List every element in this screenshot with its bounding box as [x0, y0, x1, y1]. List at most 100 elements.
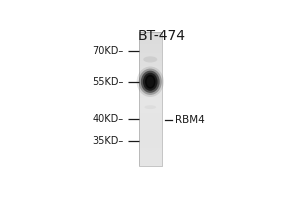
Bar [139, 109, 162, 110]
Bar [139, 85, 162, 86]
Bar [139, 134, 162, 135]
Bar [139, 88, 162, 89]
Bar [139, 162, 162, 163]
Bar [139, 41, 162, 42]
Bar [139, 119, 162, 120]
Bar [139, 154, 162, 155]
Bar [139, 65, 162, 66]
Bar [139, 93, 162, 94]
Bar [139, 67, 162, 68]
Bar [139, 147, 162, 148]
Ellipse shape [139, 69, 162, 95]
Bar [139, 117, 162, 118]
Bar [139, 36, 162, 37]
Bar [139, 164, 162, 165]
Bar [139, 75, 162, 76]
Bar [139, 34, 162, 35]
Bar [139, 95, 162, 96]
Bar [139, 101, 162, 102]
Bar [139, 100, 162, 101]
Bar [139, 63, 162, 64]
Bar [139, 138, 162, 139]
Bar [139, 57, 162, 58]
Bar [139, 151, 162, 152]
Bar [139, 106, 162, 107]
Bar [139, 97, 162, 98]
Bar [139, 43, 162, 44]
Bar [139, 121, 162, 122]
Bar [139, 105, 162, 106]
Bar [139, 98, 162, 99]
Bar [139, 52, 162, 53]
Bar [139, 71, 162, 72]
Bar [139, 51, 162, 52]
Bar [139, 120, 162, 121]
Bar [139, 140, 162, 141]
Bar [139, 110, 162, 111]
Bar [139, 55, 162, 56]
Bar [139, 113, 162, 114]
Ellipse shape [141, 71, 160, 93]
Bar [139, 68, 162, 69]
Bar [139, 79, 162, 80]
Bar [139, 77, 162, 78]
Ellipse shape [137, 67, 164, 97]
Text: RBM4: RBM4 [175, 115, 204, 125]
Bar [139, 81, 162, 82]
Bar [139, 64, 162, 65]
Bar [139, 82, 162, 83]
Text: 70KD–: 70KD– [92, 46, 124, 56]
Bar [139, 122, 162, 123]
Bar [139, 118, 162, 119]
Bar [139, 116, 162, 117]
Bar [139, 45, 162, 46]
Text: BT-474: BT-474 [138, 29, 186, 43]
Text: 40KD–: 40KD– [92, 114, 124, 124]
Bar [139, 136, 162, 137]
Bar [139, 76, 162, 77]
Bar [139, 127, 162, 128]
Bar [139, 142, 162, 143]
Bar [139, 48, 162, 49]
Bar [139, 128, 162, 129]
Bar [139, 38, 162, 39]
Bar [139, 103, 162, 104]
Bar [139, 123, 162, 124]
Bar [139, 33, 162, 34]
Bar [139, 70, 162, 71]
Bar [139, 47, 162, 48]
Bar [139, 144, 162, 145]
Bar [139, 130, 162, 131]
Ellipse shape [145, 75, 155, 89]
Bar [139, 60, 162, 61]
Bar [139, 133, 162, 134]
Bar [139, 148, 162, 149]
Bar [139, 35, 162, 36]
Bar [139, 89, 162, 90]
Bar [139, 99, 162, 100]
Bar [139, 46, 162, 47]
Bar [139, 129, 162, 130]
Bar [139, 126, 162, 127]
Bar [139, 72, 162, 73]
Bar [139, 32, 162, 33]
Bar [139, 83, 162, 84]
Bar [139, 137, 162, 138]
Bar [139, 108, 162, 109]
Bar [139, 84, 162, 85]
Bar [139, 91, 162, 92]
Bar [139, 161, 162, 162]
Bar [139, 32, 162, 166]
Bar [139, 163, 162, 164]
Bar [139, 131, 162, 132]
Bar [139, 50, 162, 51]
Bar [139, 53, 162, 54]
Bar [139, 135, 162, 136]
Bar [139, 152, 162, 153]
Bar [139, 158, 162, 159]
Bar [139, 125, 162, 126]
Bar [139, 102, 162, 103]
Bar [139, 155, 162, 156]
Text: 55KD–: 55KD– [92, 77, 124, 87]
Ellipse shape [145, 105, 156, 109]
